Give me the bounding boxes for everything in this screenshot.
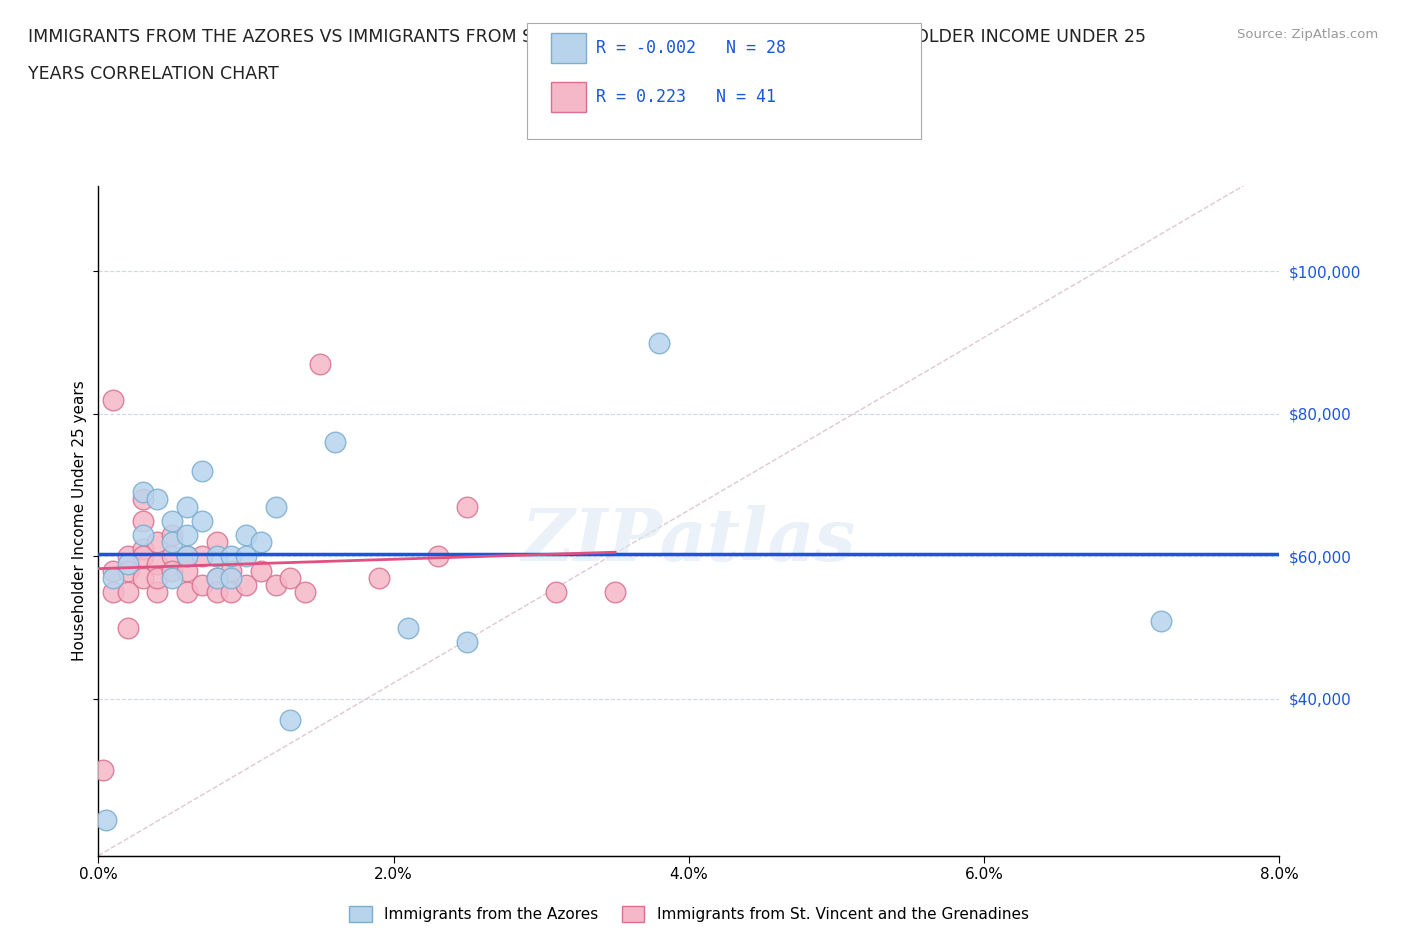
Point bbox=[605, 585, 627, 600]
Point bbox=[264, 578, 287, 592]
Text: ZIPatlas: ZIPatlas bbox=[522, 505, 856, 577]
Point bbox=[117, 620, 139, 635]
Point bbox=[176, 549, 198, 564]
Point bbox=[191, 549, 214, 564]
Point bbox=[162, 564, 183, 578]
Point bbox=[367, 570, 389, 585]
Point bbox=[205, 570, 228, 585]
Point bbox=[205, 570, 228, 585]
Point bbox=[162, 527, 183, 542]
Point bbox=[235, 549, 257, 564]
Point bbox=[191, 513, 214, 528]
Point bbox=[146, 585, 169, 600]
Point bbox=[146, 492, 169, 507]
Point bbox=[219, 585, 242, 600]
Point bbox=[396, 620, 419, 635]
Point bbox=[132, 570, 155, 585]
Point bbox=[162, 570, 183, 585]
Point bbox=[278, 570, 302, 585]
Point bbox=[94, 813, 117, 828]
Point bbox=[219, 549, 242, 564]
Point bbox=[146, 570, 169, 585]
Point bbox=[219, 564, 242, 578]
Point bbox=[235, 578, 257, 592]
Point bbox=[250, 564, 273, 578]
Y-axis label: Householder Income Under 25 years: Householder Income Under 25 years bbox=[72, 380, 87, 661]
Point bbox=[103, 570, 125, 585]
Point bbox=[308, 356, 332, 371]
Text: IMMIGRANTS FROM THE AZORES VS IMMIGRANTS FROM ST. VINCENT AND THE GRENADINES HOU: IMMIGRANTS FROM THE AZORES VS IMMIGRANTS… bbox=[28, 28, 1146, 46]
Point bbox=[235, 527, 257, 542]
Point bbox=[146, 556, 169, 571]
Point bbox=[323, 435, 346, 450]
Point bbox=[117, 549, 139, 564]
Point bbox=[132, 513, 155, 528]
Legend: Immigrants from the Azores, Immigrants from St. Vincent and the Grenadines: Immigrants from the Azores, Immigrants f… bbox=[343, 900, 1035, 928]
Point bbox=[205, 535, 228, 550]
Point bbox=[191, 578, 214, 592]
Point bbox=[648, 336, 671, 351]
Point bbox=[117, 556, 139, 571]
Point bbox=[176, 564, 198, 578]
Point bbox=[117, 564, 139, 578]
Point bbox=[264, 499, 287, 514]
Point bbox=[132, 527, 155, 542]
Point bbox=[191, 463, 214, 478]
Point bbox=[250, 535, 273, 550]
Point bbox=[176, 499, 198, 514]
Point bbox=[176, 549, 198, 564]
Point bbox=[91, 763, 114, 777]
Point bbox=[162, 549, 183, 564]
Point bbox=[294, 585, 316, 600]
Point bbox=[146, 535, 169, 550]
Point bbox=[205, 549, 228, 564]
Point bbox=[205, 585, 228, 600]
Text: R = 0.223   N = 41: R = 0.223 N = 41 bbox=[596, 87, 776, 106]
Point bbox=[219, 570, 242, 585]
Point bbox=[132, 485, 155, 499]
Point bbox=[456, 499, 478, 514]
Point bbox=[426, 549, 449, 564]
Point bbox=[132, 542, 155, 557]
Point bbox=[103, 585, 125, 600]
Text: R = -0.002   N = 28: R = -0.002 N = 28 bbox=[596, 39, 786, 58]
Point bbox=[546, 585, 568, 600]
Point bbox=[1150, 613, 1173, 628]
Point bbox=[176, 585, 198, 600]
Point bbox=[103, 392, 125, 407]
Text: Source: ZipAtlas.com: Source: ZipAtlas.com bbox=[1237, 28, 1378, 41]
Point bbox=[456, 634, 478, 649]
Point bbox=[278, 712, 302, 727]
Point bbox=[162, 513, 183, 528]
Point bbox=[117, 585, 139, 600]
Point bbox=[132, 549, 155, 564]
Point bbox=[132, 492, 155, 507]
Text: YEARS CORRELATION CHART: YEARS CORRELATION CHART bbox=[28, 65, 278, 83]
Point bbox=[162, 535, 183, 550]
Point bbox=[103, 564, 125, 578]
Point bbox=[176, 527, 198, 542]
